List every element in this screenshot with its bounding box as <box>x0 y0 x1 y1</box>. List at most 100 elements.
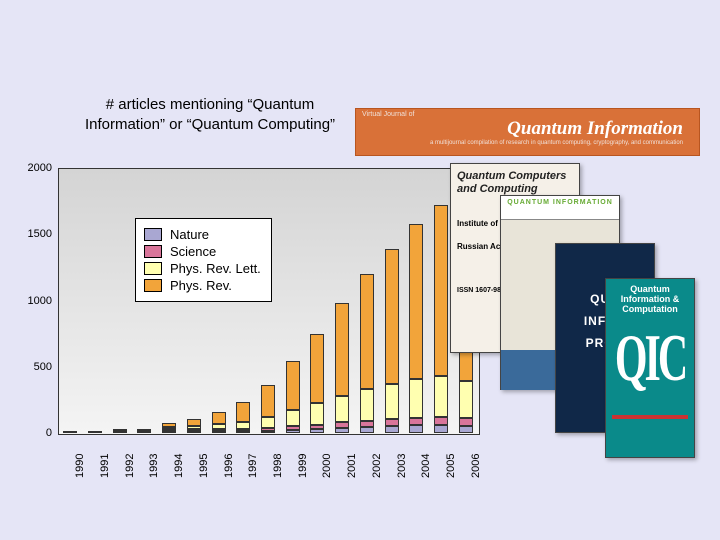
legend-row: Nature <box>144 227 261 242</box>
x-tick-label: 1990 <box>74 454 86 478</box>
y-axis: 0500100015002000 <box>0 168 56 433</box>
bar-column <box>88 431 102 433</box>
bar-column <box>187 419 201 433</box>
bar-column <box>335 303 349 433</box>
y-tick-label: 2000 <box>28 162 52 174</box>
bar-segment <box>385 426 399 433</box>
x-tick-label: 2003 <box>396 454 408 478</box>
cover4-title: Quantum Information & Computation <box>606 279 694 317</box>
x-tick-label: 1994 <box>173 454 185 478</box>
legend-swatch <box>144 262 162 275</box>
legend-swatch <box>144 279 162 292</box>
bar-segment <box>434 425 448 433</box>
bar-segment <box>236 402 250 422</box>
bar-column <box>212 412 226 433</box>
bar-segment <box>434 376 448 416</box>
bar-column <box>286 361 300 433</box>
bar-segment <box>385 249 399 384</box>
x-tick-label: 2002 <box>371 454 383 478</box>
bar-column <box>310 334 324 433</box>
legend-row: Science <box>144 244 261 259</box>
bar-segment <box>162 431 176 433</box>
y-tick-label: 1000 <box>28 295 52 307</box>
bar-segment <box>212 431 226 433</box>
bar-segment <box>212 412 226 424</box>
legend-label: Nature <box>170 227 209 242</box>
bar-segment <box>310 429 324 433</box>
bar-segment <box>360 274 374 389</box>
bar-segment <box>409 425 423 433</box>
x-tick-label: 1996 <box>223 454 235 478</box>
bar-segment <box>310 334 324 403</box>
bar-segment <box>88 431 102 433</box>
bar-column <box>236 402 250 433</box>
bar-segment <box>286 410 300 426</box>
bar-segment <box>409 224 423 379</box>
cover1-title: Quantum Computers and Computing <box>457 170 573 195</box>
bar-segment <box>261 385 275 417</box>
banner-sub: a multijournal compilation of research i… <box>362 140 693 146</box>
journal-banner: Virtual Journal of Quantum Information a… <box>355 108 700 156</box>
legend-row: Phys. Rev. <box>144 278 261 293</box>
cover2-header: QUANTUM INFORMATION <box>501 196 619 220</box>
bar-segment <box>385 384 399 419</box>
legend-swatch <box>144 228 162 241</box>
x-tick-label: 1995 <box>198 454 210 478</box>
x-tick-label: 2006 <box>470 454 482 478</box>
bar-segment <box>236 431 250 433</box>
x-tick-label: 2004 <box>420 454 432 478</box>
x-tick-label: 2001 <box>346 454 358 478</box>
bar-segment <box>310 403 324 424</box>
cover4-logo: QIC <box>606 320 694 397</box>
bar-column <box>113 429 127 433</box>
bar-column <box>137 429 151 433</box>
x-tick-label: 1998 <box>272 454 284 478</box>
bar-segment <box>187 431 201 433</box>
bar-segment <box>434 417 448 425</box>
x-tick-label: 1991 <box>99 454 111 478</box>
chart-title: # articles mentioning “Quantum Informati… <box>70 95 350 134</box>
cover4-rule <box>612 415 688 419</box>
bar-column <box>162 423 176 433</box>
bar-segment <box>113 431 127 433</box>
x-tick-label: 1993 <box>148 454 160 478</box>
legend-row: Phys. Rev. Lett. <box>144 261 261 276</box>
bar-segment <box>385 419 399 426</box>
bar-segment <box>335 428 349 433</box>
bar-segment <box>459 418 473 425</box>
bar-segment <box>63 431 77 433</box>
bar-segment <box>261 417 275 428</box>
x-axis: 1990 1991 1992 1993 1994 1995 1996 1997 1998 1999… <box>58 436 478 496</box>
bar-column <box>434 205 448 433</box>
journal-cover-4: Quantum Information & Computation QIC <box>605 278 695 458</box>
bar-segment <box>236 422 250 429</box>
banner-small: Virtual Journal of <box>362 111 693 118</box>
legend-swatch <box>144 245 162 258</box>
x-tick-label: 1997 <box>247 454 259 478</box>
bar-segment <box>286 430 300 433</box>
bar-segment <box>409 418 423 426</box>
legend-label: Science <box>170 244 216 259</box>
bar-column <box>360 274 374 433</box>
bar-segment <box>286 361 300 410</box>
y-tick-label: 1500 <box>28 228 52 240</box>
bar-column <box>385 249 399 433</box>
x-tick-label: 1992 <box>124 454 136 478</box>
bar-segment <box>261 431 275 433</box>
bar-column <box>63 431 77 433</box>
legend: Nature Science Phys. Rev. Lett. Phys. Rev. <box>135 218 272 302</box>
bar-segment <box>434 205 448 376</box>
x-tick-label: 2000 <box>321 454 333 478</box>
bar-segment <box>459 426 473 433</box>
bar-column <box>261 385 275 433</box>
bar-segment <box>409 379 423 417</box>
x-tick-label: 2005 <box>445 454 457 478</box>
x-tick-label: 1999 <box>297 454 309 478</box>
bar-segment <box>137 431 151 433</box>
bar-segment <box>459 381 473 418</box>
bar-segment <box>187 419 201 426</box>
bar-column <box>409 224 423 433</box>
y-tick-label: 500 <box>34 361 52 373</box>
legend-label: Phys. Rev. Lett. <box>170 261 261 276</box>
legend-label: Phys. Rev. <box>170 278 232 293</box>
